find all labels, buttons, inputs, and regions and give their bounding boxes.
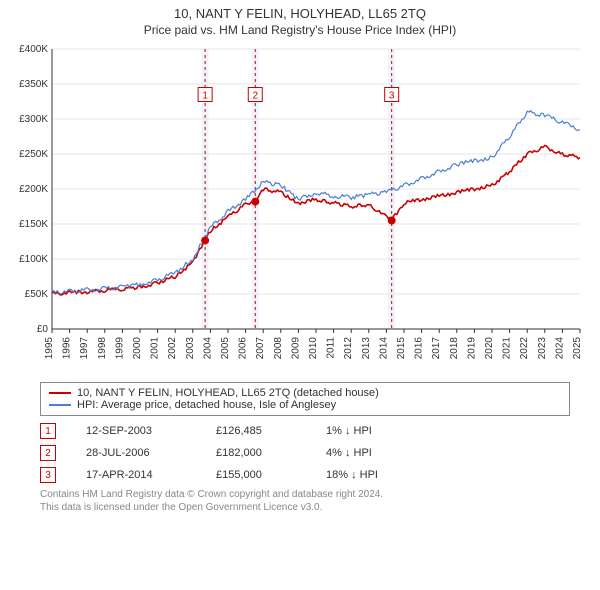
svg-text:3: 3 [389,91,395,102]
svg-text:2007: 2007 [255,337,266,360]
svg-text:2004: 2004 [202,337,213,360]
footer-line-2: This data is licensed under the Open Gov… [40,501,570,514]
svg-text:2014: 2014 [378,337,389,360]
svg-text:2019: 2019 [466,337,477,360]
title-area: 10, NANT Y FELIN, HOLYHEAD, LL65 2TQ Pri… [0,0,600,39]
chart-container: 10, NANT Y FELIN, HOLYHEAD, LL65 2TQ Pri… [0,0,600,514]
svg-text:2023: 2023 [537,337,548,360]
svg-text:2008: 2008 [273,337,284,360]
svg-text:2010: 2010 [308,337,319,360]
svg-text:2018: 2018 [449,337,460,360]
svg-text:1997: 1997 [79,337,90,360]
sale-row: 3 17-APR-2014 £155,000 18% ↓ HPI [40,464,570,486]
svg-text:2002: 2002 [167,337,178,360]
svg-text:2012: 2012 [343,337,354,360]
svg-text:£150K: £150K [19,219,48,230]
sale-date: 28-JUL-2006 [86,447,186,459]
sale-hpi-delta: 4% ↓ HPI [326,447,416,459]
svg-text:2015: 2015 [396,337,407,360]
svg-text:2022: 2022 [519,337,530,360]
sale-number-badge: 2 [40,445,56,461]
sale-date: 17-APR-2014 [86,469,186,481]
svg-text:2024: 2024 [554,337,565,360]
sale-price: £126,485 [216,425,296,437]
svg-text:1: 1 [202,91,208,102]
legend-row: 10, NANT Y FELIN, HOLYHEAD, LL65 2TQ (de… [49,387,561,399]
svg-text:2: 2 [252,91,258,102]
sale-row: 1 12-SEP-2003 £126,485 1% ↓ HPI [40,420,570,442]
sale-number-badge: 3 [40,467,56,483]
svg-text:2025: 2025 [572,337,583,360]
svg-text:£250K: £250K [19,149,48,160]
svg-text:2020: 2020 [484,337,495,360]
svg-text:£350K: £350K [19,79,48,90]
svg-text:2021: 2021 [502,337,513,360]
sale-hpi-delta: 1% ↓ HPI [326,425,416,437]
svg-text:£300K: £300K [19,114,48,125]
svg-text:£400K: £400K [19,44,48,55]
svg-text:1998: 1998 [97,337,108,360]
sale-row: 2 28-JUL-2006 £182,000 4% ↓ HPI [40,442,570,464]
footer: Contains HM Land Registry data © Crown c… [40,488,570,514]
svg-text:2011: 2011 [326,337,337,359]
svg-text:£0: £0 [37,324,49,335]
page-subtitle: Price paid vs. HM Land Registry's House … [0,23,600,37]
legend-swatch [49,392,71,394]
legend-label: HPI: Average price, detached house, Isle… [77,399,336,411]
svg-text:2005: 2005 [220,337,231,360]
svg-text:£200K: £200K [19,184,48,195]
svg-text:1996: 1996 [62,337,73,360]
sale-hpi-delta: 18% ↓ HPI [326,469,416,481]
sale-price: £182,000 [216,447,296,459]
page-title: 10, NANT Y FELIN, HOLYHEAD, LL65 2TQ [0,6,600,21]
legend-label: 10, NANT Y FELIN, HOLYHEAD, LL65 2TQ (de… [77,387,379,399]
svg-text:2000: 2000 [132,337,143,360]
sales-table: 1 12-SEP-2003 £126,485 1% ↓ HPI 2 28-JUL-2006… [40,420,570,486]
svg-text:2013: 2013 [361,337,372,360]
footer-line-1: Contains HM Land Registry data © Crown c… [40,488,570,501]
svg-text:2017: 2017 [431,337,442,360]
svg-text:2016: 2016 [414,337,425,360]
legend: 10, NANT Y FELIN, HOLYHEAD, LL65 2TQ (de… [40,382,570,416]
svg-text:1995: 1995 [44,337,55,360]
svg-text:2006: 2006 [238,337,249,360]
chart-svg: £0 £50K £100K £150K £200K £250K £300K £350K £400… [12,43,588,373]
svg-text:2001: 2001 [150,337,161,360]
svg-text:2003: 2003 [185,337,196,360]
svg-text:2009: 2009 [290,337,301,360]
sale-date: 12-SEP-2003 [86,425,186,437]
legend-row: HPI: Average price, detached house, Isle… [49,399,561,411]
svg-text:£100K: £100K [19,254,48,265]
price-chart: £0 £50K £100K £150K £200K £250K £300K £350K £400… [12,43,588,376]
sale-price: £155,000 [216,469,296,481]
sale-number-badge: 1 [40,423,56,439]
legend-swatch [49,404,71,406]
svg-text:1999: 1999 [114,337,125,360]
svg-text:£50K: £50K [25,289,49,300]
